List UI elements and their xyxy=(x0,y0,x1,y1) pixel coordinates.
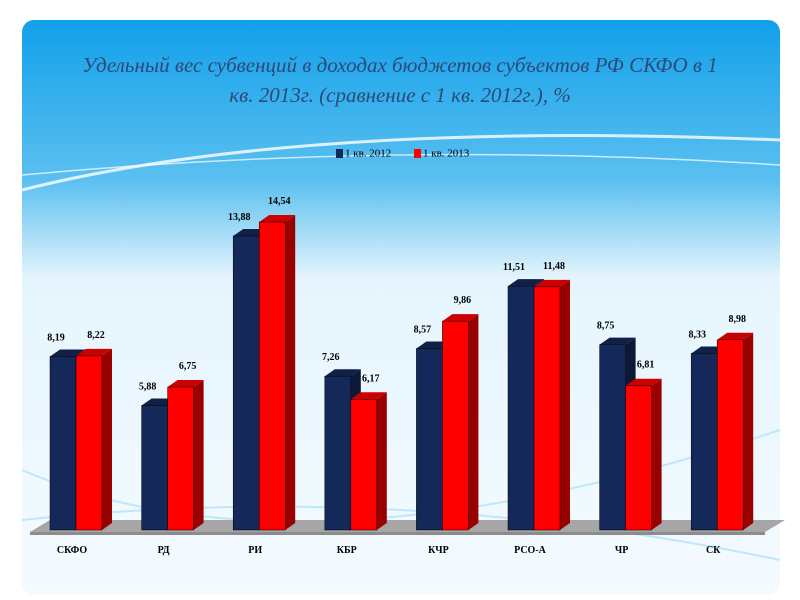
bar xyxy=(324,375,352,531)
data-label: 11,48 xyxy=(543,261,565,272)
x-tick-label: КЧР xyxy=(428,545,449,556)
bar xyxy=(690,353,718,531)
data-label: 6,75 xyxy=(179,361,197,372)
data-label: 14,54 xyxy=(268,196,291,207)
legend-label: 1 кв. 2013 xyxy=(423,148,470,160)
floor xyxy=(30,520,785,532)
bar-top xyxy=(599,337,636,345)
legend-swatch xyxy=(336,149,343,158)
data-label: 8,98 xyxy=(728,314,746,325)
bar-top xyxy=(350,392,387,400)
bar-side xyxy=(651,378,662,530)
legend-swatch xyxy=(414,149,421,158)
bar xyxy=(49,356,77,531)
data-label: 7,26 xyxy=(322,352,340,363)
data-label: 11,51 xyxy=(503,262,525,273)
bar xyxy=(625,385,652,531)
bar-top xyxy=(259,215,296,222)
bar xyxy=(350,399,378,531)
data-label: 8,57 xyxy=(414,324,432,335)
floor-edge xyxy=(30,532,765,535)
bar xyxy=(141,405,168,531)
bar-side xyxy=(285,215,296,530)
swirl xyxy=(21,134,781,192)
bar-top xyxy=(625,378,662,386)
bar xyxy=(716,339,744,531)
bar-side xyxy=(743,332,754,530)
data-label: 9,86 xyxy=(454,295,472,306)
bar-top xyxy=(76,348,112,356)
bar-top xyxy=(534,279,570,287)
bar xyxy=(258,221,286,531)
legend: 1 кв. 2012 1 кв. 2013 xyxy=(336,148,470,160)
bar-top xyxy=(508,279,544,287)
plot: СКФО 8,19 8,22 РД 5,88 6,75 РИ 13,88 14,54 КБР 7,2… xyxy=(47,196,754,556)
legend-label: 1 кв. 2012 xyxy=(345,148,391,160)
slide xyxy=(22,20,780,595)
bar-side xyxy=(193,380,204,530)
x-tick-label: РД xyxy=(158,545,170,556)
data-label: 6,81 xyxy=(637,360,655,371)
data-label: 6,17 xyxy=(362,373,380,384)
bar xyxy=(599,344,626,531)
x-tick-label: СК xyxy=(706,545,721,556)
data-label: 8,19 xyxy=(47,333,65,344)
bar xyxy=(167,386,194,531)
bar xyxy=(533,286,561,531)
bar-top xyxy=(324,369,361,377)
swirl xyxy=(21,505,781,561)
bar xyxy=(75,355,103,531)
bar-top xyxy=(50,349,86,357)
x-tick-label: РСО-А xyxy=(514,545,547,556)
bar-top xyxy=(167,380,204,388)
swirl xyxy=(21,153,781,176)
bar xyxy=(416,348,443,531)
bar-side xyxy=(468,314,479,530)
x-tick-label: ЧР xyxy=(615,545,628,556)
bar-side xyxy=(560,279,570,530)
data-label: 5,88 xyxy=(139,381,157,392)
bar-top xyxy=(442,314,479,322)
data-label: 8,22 xyxy=(87,330,105,341)
data-label: 13,88 xyxy=(228,212,251,223)
bar-side xyxy=(102,348,112,530)
data-label: 8,33 xyxy=(688,330,706,341)
chart-title: Удельный вес субвенций в доходах бюджето… xyxy=(82,53,718,107)
bar xyxy=(232,235,260,531)
bar-top xyxy=(717,332,754,340)
data-label: 8,75 xyxy=(597,321,615,332)
x-tick-label: РИ xyxy=(248,545,262,556)
bar xyxy=(442,320,469,531)
x-tick-label: КБР xyxy=(337,545,357,556)
bar-side xyxy=(376,392,387,530)
bar xyxy=(507,285,535,531)
x-tick-label: СКФО xyxy=(57,545,87,556)
